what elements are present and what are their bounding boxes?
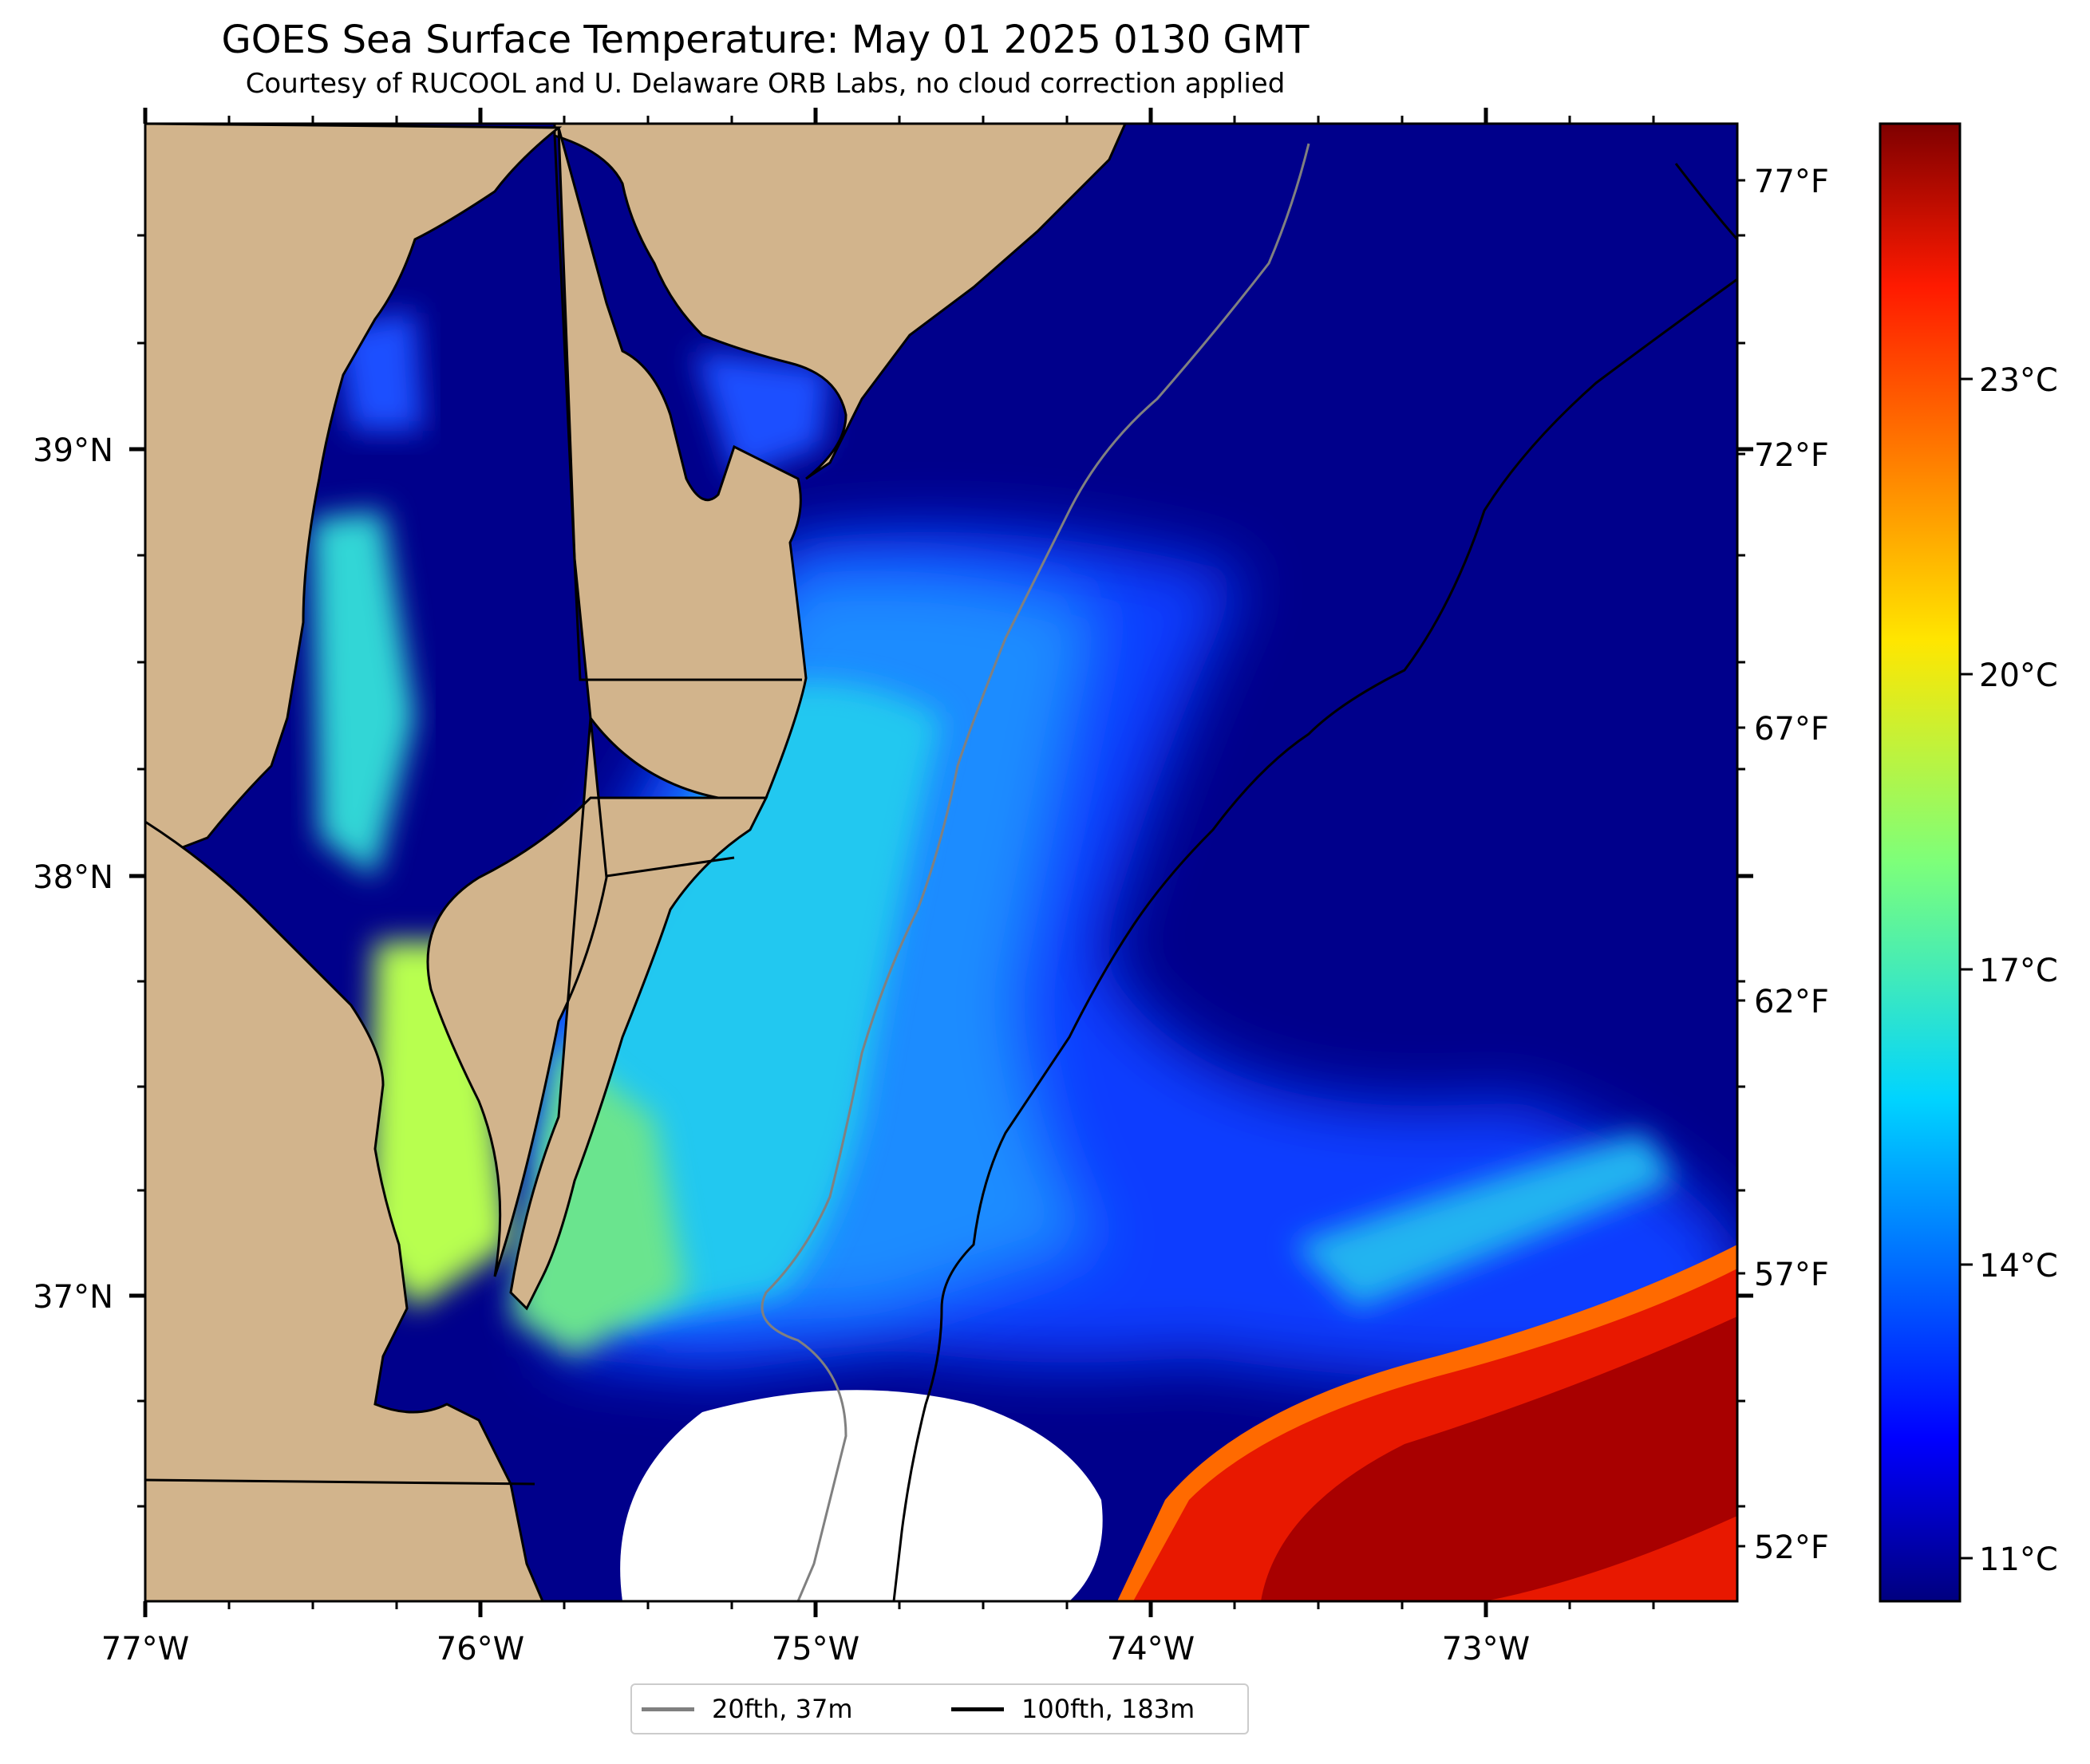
- legend-label-100fth: 100fth, 183m: [1021, 1694, 1195, 1724]
- colorbar-label-11c: 11°C: [1979, 1541, 2058, 1578]
- sst-green-coastal: [511, 1037, 686, 1356]
- fahrenheit-scale: 77°F 72°F 67°F 62°F 57°F 52°F: [1737, 164, 1829, 1566]
- colorbar-gradient: [1879, 122, 1962, 1603]
- state-borders: [145, 133, 802, 1486]
- isobaths: [761, 143, 1737, 1601]
- map-frame: [144, 122, 1739, 1603]
- colorbar-label-20c: 20°C: [1979, 657, 2058, 694]
- isobath-100fth: [892, 278, 1737, 1601]
- legend-label-20fth: 20fth, 37m: [712, 1694, 853, 1724]
- f-label-72: 72°F: [1754, 437, 1829, 474]
- map-panel: [145, 124, 1737, 1601]
- lon-ticks: [143, 108, 1488, 1617]
- lon-label-77w: 77°W: [101, 1631, 189, 1667]
- lat-ticks: [129, 447, 1753, 1298]
- legend-swatch-100fth: [951, 1707, 1004, 1711]
- colorbar-label-14c: 14°C: [1979, 1248, 2058, 1285]
- f-label-77: 77°F: [1754, 164, 1829, 200]
- border-md-de: [553, 133, 802, 681]
- legend-item-20fth: 20fth, 37m: [642, 1685, 852, 1733]
- land-western-shore: [145, 124, 563, 863]
- sst-field: [311, 311, 1737, 1601]
- lon-label-73w: 73°W: [1442, 1631, 1530, 1667]
- land: [145, 124, 1127, 1601]
- colorbar-label-23c: 23°C: [1979, 362, 2058, 399]
- gulf-stream-hot-core: [1261, 1316, 1737, 1601]
- lon-label-76w: 76°W: [437, 1631, 524, 1667]
- sst-offshore-band: [1293, 1133, 1676, 1308]
- no-data-region: [620, 1390, 1103, 1601]
- map-subtitle: Courtesy of RUCOOL and U. Delaware ORB L…: [245, 68, 1286, 100]
- lat-minor-ticks: [137, 234, 1745, 1508]
- lon-label-75w: 75°W: [772, 1631, 859, 1667]
- legend-item-100fth: 100fth, 183m: [951, 1685, 1195, 1733]
- lat-label-38n: 38°N: [33, 859, 113, 896]
- map-title: GOES Sea Surface Temperature: May 01 202…: [221, 18, 1310, 62]
- isobath-legend: 20fth, 37m 100fth, 183m: [630, 1683, 1249, 1734]
- land-new-jersey: [553, 124, 1127, 480]
- isobath-20fth: [761, 143, 1310, 1601]
- lat-label-39n: 39°N: [33, 432, 113, 469]
- legend-swatch-20fth: [642, 1707, 694, 1711]
- lon-minor-ticks: [227, 116, 1655, 1609]
- land-delmarva: [557, 127, 808, 799]
- border-va-nc: [145, 1478, 535, 1486]
- f-label-57: 57°F: [1754, 1257, 1829, 1293]
- land-virginia-west: [145, 820, 544, 1601]
- border-md-va-east: [606, 856, 735, 878]
- lat-label-37n: 37°N: [33, 1279, 113, 1316]
- f-label-67: 67°F: [1754, 711, 1829, 748]
- colorbar: 11°C 14°C 17°C 20°C 23°C: [1879, 122, 2058, 1603]
- isobath-100fth-tail: [1674, 163, 1737, 241]
- colorbar-label-17c: 17°C: [1979, 953, 2058, 989]
- sst-bay-cyan: [311, 511, 415, 878]
- f-label-62: 62°F: [1754, 984, 1829, 1020]
- f-label-52: 52°F: [1754, 1529, 1829, 1566]
- sst-delaware-bay-blue: [694, 351, 830, 479]
- lon-label-74w: 74°W: [1107, 1631, 1195, 1667]
